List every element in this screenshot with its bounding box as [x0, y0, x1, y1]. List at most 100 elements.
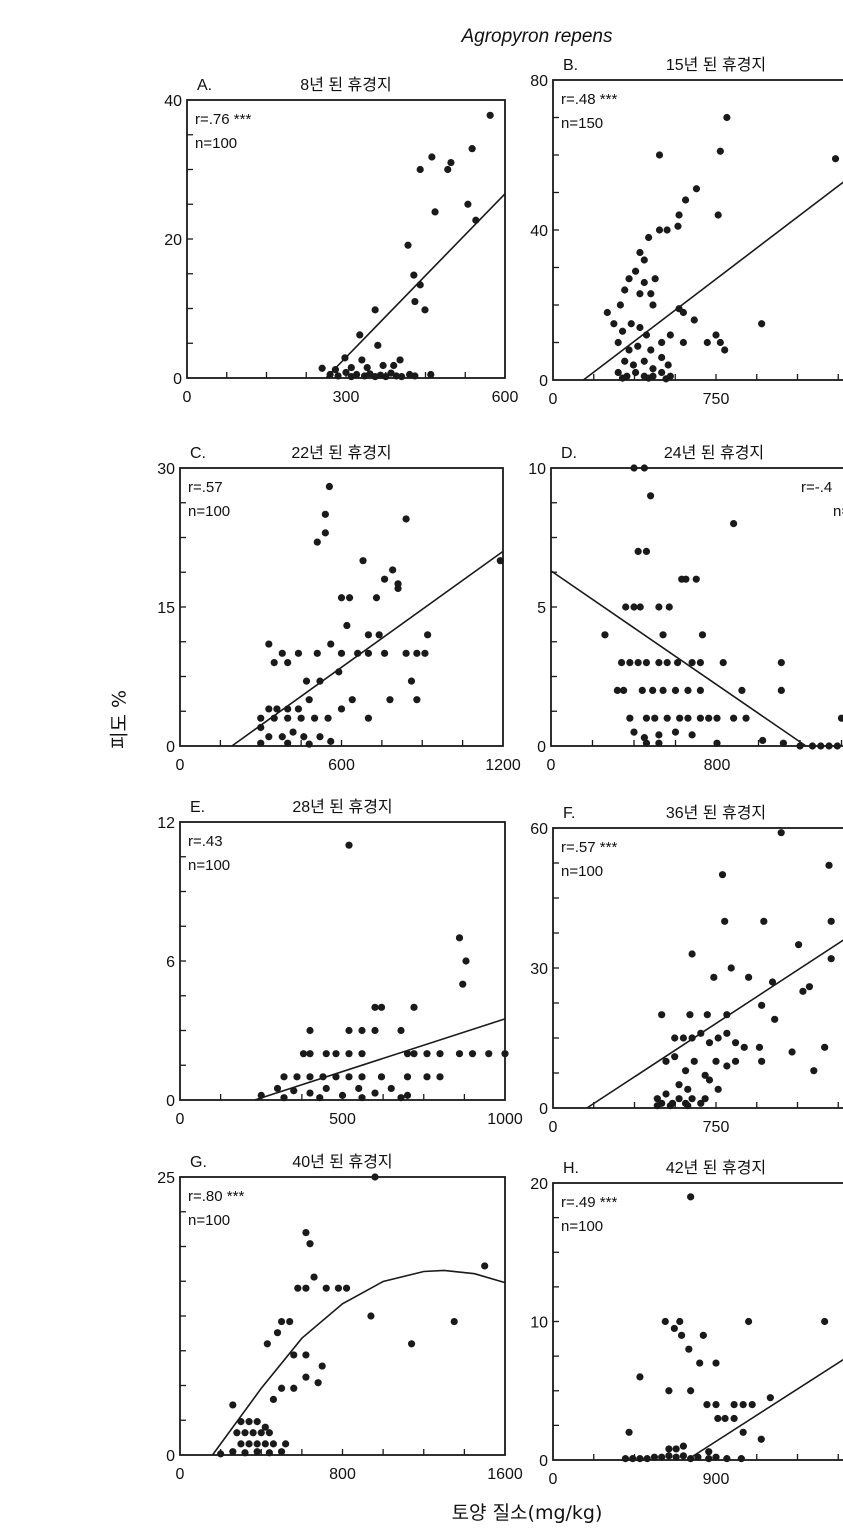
data-point	[713, 739, 721, 747]
data-point	[265, 1449, 273, 1457]
panel-letter: C.	[190, 445, 206, 462]
data-point	[703, 1011, 711, 1019]
data-point	[257, 714, 265, 722]
data-point	[416, 281, 424, 289]
data-point	[377, 1003, 386, 1011]
fit-linear-line	[582, 181, 843, 381]
data-point	[742, 714, 750, 722]
x-tick-label: 0	[176, 1466, 185, 1483]
data-point	[421, 649, 429, 657]
data-point	[392, 372, 400, 380]
data-point	[306, 1089, 314, 1097]
data-point	[653, 1102, 661, 1110]
data-point	[833, 742, 841, 750]
data-point	[411, 372, 419, 380]
y-tick-label: 20	[530, 1176, 548, 1193]
data-point	[625, 275, 633, 283]
panel-letter: E.	[190, 799, 205, 816]
data-point	[428, 153, 436, 161]
data-point	[402, 649, 410, 657]
data-point	[229, 1448, 237, 1456]
data-point	[322, 1084, 330, 1093]
x-tick-label: 0	[549, 1119, 558, 1136]
data-point	[681, 196, 690, 204]
data-point	[617, 659, 626, 667]
data-point	[398, 373, 406, 381]
stat-n: n=100	[561, 1218, 603, 1235]
x-tick-label: 800	[704, 757, 731, 774]
data-point	[273, 1329, 282, 1337]
data-point	[662, 1090, 670, 1098]
data-point	[731, 1039, 740, 1047]
data-point	[354, 649, 362, 657]
data-point	[642, 547, 651, 556]
data-point	[318, 1362, 326, 1370]
y-tick-label: 0	[539, 1101, 548, 1118]
panel-title: 28년 된 휴경지	[292, 798, 392, 816]
data-point	[270, 659, 278, 667]
x-tick-label: 0	[176, 757, 185, 774]
y-tick-label: 40	[530, 223, 548, 240]
data-point	[825, 861, 833, 869]
data-point	[335, 668, 343, 676]
panel-letter: G.	[190, 1154, 207, 1171]
data-point	[663, 226, 671, 234]
data-point	[358, 1026, 366, 1035]
data-point	[289, 728, 297, 736]
data-point	[655, 151, 664, 159]
data-point	[687, 1387, 695, 1395]
data-point	[723, 1455, 731, 1463]
data-point	[397, 1094, 405, 1102]
data-point	[688, 1095, 696, 1103]
data-point	[322, 1284, 330, 1292]
data-point	[299, 1050, 308, 1058]
data-point	[316, 1094, 324, 1102]
data-point	[664, 361, 672, 369]
data-point	[332, 1050, 340, 1058]
data-point	[658, 338, 666, 347]
data-point	[714, 1414, 722, 1423]
data-point	[821, 1043, 829, 1051]
data-point	[626, 714, 634, 722]
stat-r: r=.57 ***	[561, 839, 617, 856]
data-point	[696, 659, 705, 667]
y-tick-label: 0	[537, 739, 546, 756]
data-point	[640, 278, 648, 287]
data-point	[468, 145, 476, 153]
data-point	[799, 987, 807, 995]
x-tick-label: 1000	[487, 1111, 523, 1128]
data-point	[348, 696, 356, 704]
data-point	[387, 369, 395, 377]
data-point	[338, 1091, 347, 1099]
data-point	[358, 356, 366, 364]
data-point	[684, 686, 692, 695]
stat-n: n=10	[833, 503, 843, 520]
data-point	[696, 1359, 704, 1367]
data-point	[364, 714, 373, 722]
data-point	[265, 705, 273, 713]
data-point	[665, 1387, 673, 1395]
data-point	[355, 1084, 363, 1093]
data-point	[416, 165, 424, 174]
data-point	[716, 338, 724, 347]
data-point	[665, 1445, 673, 1453]
panel-letter: A.	[197, 77, 212, 94]
y-tick-label: 0	[166, 1448, 175, 1465]
data-point	[705, 714, 713, 722]
data-point	[324, 714, 332, 722]
data-point	[699, 1331, 707, 1339]
data-point	[284, 739, 292, 747]
data-point	[837, 714, 843, 722]
data-point	[321, 510, 329, 518]
stat-n: n=100	[188, 503, 230, 520]
data-point	[390, 361, 398, 370]
stat-n: n=150	[561, 115, 603, 132]
data-point	[672, 1453, 680, 1461]
data-point	[737, 1455, 745, 1463]
x-tick-label: 750	[703, 1119, 730, 1136]
data-point	[649, 686, 657, 695]
data-point	[634, 547, 642, 556]
data-point	[293, 1073, 301, 1081]
data-point	[701, 1071, 709, 1079]
